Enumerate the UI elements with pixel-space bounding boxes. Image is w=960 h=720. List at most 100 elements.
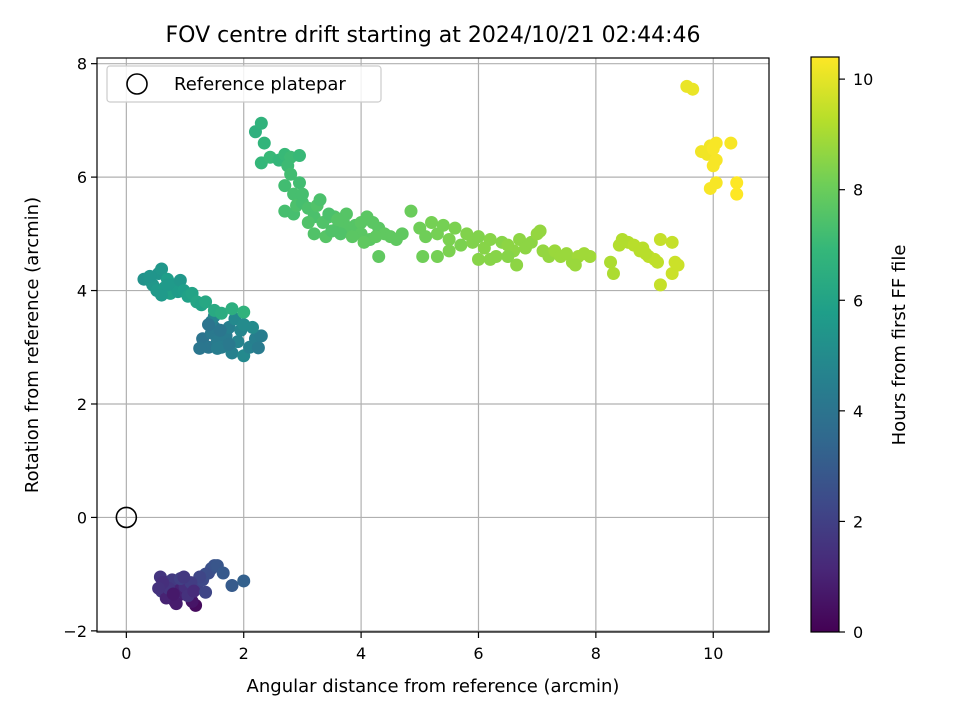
data-point (653, 278, 667, 292)
x-axis-label: Angular distance from reference (arcmin) (247, 676, 620, 697)
data-point (278, 179, 292, 193)
data-point (331, 213, 345, 227)
data-point (724, 136, 738, 150)
data-point (177, 570, 191, 584)
y-tick-label: 8 (77, 55, 87, 74)
data-point (583, 250, 597, 264)
data-point (650, 255, 664, 269)
data-point (671, 258, 685, 272)
data-point (483, 233, 497, 247)
data-point (251, 341, 265, 355)
data-point (709, 176, 723, 190)
legend-box (106, 65, 382, 103)
data-point (284, 167, 298, 181)
data-point (143, 269, 157, 283)
data-point (419, 230, 433, 244)
data-point (225, 302, 239, 316)
data-point (213, 323, 227, 337)
legend-reference-marker (126, 73, 148, 95)
data-point (292, 176, 306, 190)
data-point (199, 295, 213, 309)
data-point (501, 250, 515, 264)
data-point (199, 585, 213, 599)
y-tick-label: 4 (77, 282, 87, 301)
data-point (187, 584, 201, 598)
x-axis-ticks: 0 2 4 6 8 10 (121, 632, 723, 663)
legend: Reference platepar (106, 65, 382, 103)
data-point (686, 82, 700, 96)
x-tick-label: 6 (473, 644, 483, 663)
x-tick-label: 8 (591, 644, 601, 663)
data-point (448, 221, 462, 235)
data-point (730, 176, 744, 190)
data-point (325, 224, 339, 238)
data-point (301, 215, 315, 229)
y-axis-label: Rotation from reference (arcmin) (22, 197, 43, 493)
y-tick-label: 2 (77, 395, 87, 414)
data-point (222, 337, 236, 351)
data-point (709, 136, 723, 150)
data-point (568, 258, 582, 272)
data-point (454, 238, 468, 252)
data-point (173, 273, 187, 287)
y-axis-ticks: −2 0 2 4 6 8 (63, 55, 97, 641)
data-point (416, 250, 430, 264)
reference-platepar-marker (115, 506, 138, 529)
x-tick-label: 0 (121, 644, 131, 663)
data-point (430, 250, 444, 264)
data-point (436, 218, 450, 232)
data-point (307, 227, 321, 241)
colorbar-label: Hours from first FF file (889, 245, 910, 446)
data-point (202, 318, 216, 332)
chart-title: FOV centre drift starting at 2024/10/21 … (166, 23, 701, 48)
data-point (706, 159, 720, 173)
y-tick-label: −2 (63, 622, 87, 641)
data-point (510, 258, 524, 272)
data-point (483, 252, 497, 266)
data-point (425, 215, 439, 229)
data-point (254, 116, 268, 130)
data-point (152, 581, 166, 595)
colorbar-tick-label: 2 (853, 512, 863, 531)
colorbar-ticks: 0 2 4 6 8 10 (839, 70, 873, 642)
data-point (237, 574, 251, 588)
data-point (193, 341, 207, 355)
data-point (639, 247, 653, 261)
data-point (653, 233, 667, 247)
data-point (166, 587, 180, 601)
data-point (442, 244, 456, 258)
data-point (160, 278, 174, 292)
data-point (214, 306, 228, 320)
y-tick-label: 0 (77, 508, 87, 527)
plot-area-frame (96, 57, 770, 633)
scatter-points (137, 79, 744, 612)
data-point (404, 204, 418, 218)
data-point (471, 230, 485, 244)
data-point (254, 329, 268, 343)
data-point (471, 252, 485, 266)
x-tick-label: 10 (703, 644, 723, 663)
colorbar-tick-label: 10 (853, 70, 873, 89)
x-tick-label: 2 (239, 644, 249, 663)
data-point (604, 255, 618, 269)
data-point (395, 227, 409, 241)
data-point (210, 341, 224, 355)
data-point (345, 230, 359, 244)
data-point (357, 235, 371, 249)
x-tick-label: 4 (356, 644, 366, 663)
colorbar-tick-label: 8 (853, 181, 863, 200)
y-tick-label: 6 (77, 168, 87, 187)
data-point (155, 288, 169, 302)
data-point (730, 187, 744, 201)
data-point (295, 187, 309, 201)
colorbar-tick-label: 6 (853, 291, 863, 310)
colorbar-tick-label: 4 (853, 402, 863, 421)
data-point (606, 267, 620, 281)
data-point (292, 149, 306, 163)
data-point (246, 320, 260, 334)
data-point (216, 566, 230, 580)
data-point (442, 233, 456, 247)
data-point (369, 230, 383, 244)
data-point (237, 305, 251, 319)
